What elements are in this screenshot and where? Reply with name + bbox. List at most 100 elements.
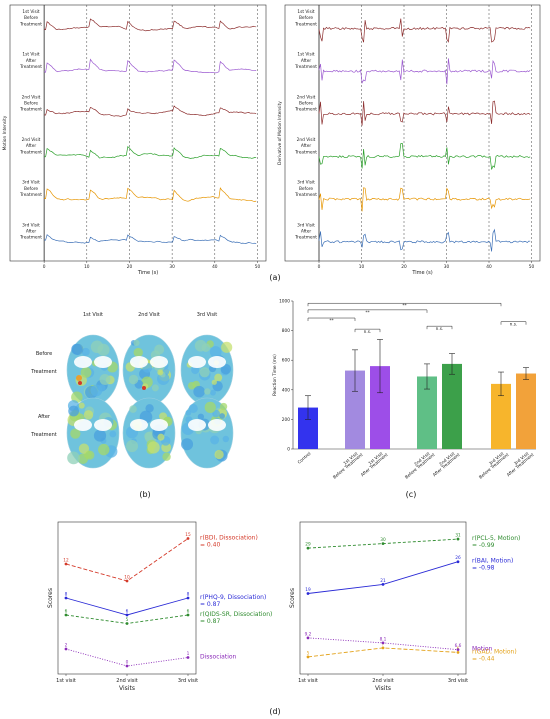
caption-a: (a) [269,273,280,282]
heat-blob [133,347,143,358]
trace-label-5: Before [24,186,38,192]
face-heatmap [66,397,120,469]
heat-blob [157,433,165,441]
panel-b-face-heatmaps: 1st Visit 2nd Visit 3rd Visit Before Treatme… [30,312,234,469]
trace-label-4: Treatment [294,149,317,155]
trace-label-5: Treatment [294,192,317,198]
significance-mark: n.s. [364,330,372,335]
data-label: 26 [455,555,461,561]
data-point [186,537,190,540]
column-header: 2nd Visit [138,312,160,318]
series-legend-3: r(BDI, Dissociation) [200,535,258,542]
heat-blob [210,435,220,445]
trace-label-4: After [26,143,37,149]
heat-blob [133,339,140,347]
x-tick-label: 30 [444,264,450,270]
data-label: 6 [126,609,129,615]
data-label: 10 [124,575,130,581]
heat-blob [70,428,81,439]
significance-bracket [426,325,453,330]
caption-c: (c) [406,490,417,499]
trace-label-1: 1st Visit [297,9,314,15]
heat-blob [162,452,171,461]
heat-hotspot [76,375,82,381]
heat-blob [126,440,139,453]
plot-frame [284,4,541,262]
data-point [125,613,129,617]
face-heatmap [66,334,120,406]
x-tick-label: 3rd visit [448,678,468,684]
eye-mask-left [74,419,92,431]
x-tick-label: 0 [318,264,321,270]
eye-mask-right [150,419,168,431]
x-tick-label: 20 [401,264,407,270]
series-legend-3: = -0.98 [472,565,495,572]
bar-6 [491,383,511,449]
data-point [306,592,310,595]
heat-blob [222,435,230,443]
series-legend-1: = -0.44 [472,655,495,662]
significance-bracket [354,328,381,333]
bar-label: Control [297,451,313,466]
trace-label-5: 3rd Visit [22,180,40,186]
significance-mark: ** [365,310,370,316]
bar-label: After Treatment [360,452,390,478]
panel-a-right-derivative: 0 10 20 30 40 50 Time (s) Derivative of Motion … [277,4,541,276]
x-tick-label: 40 [486,264,492,270]
trace-label-4: After [301,143,312,149]
x-tick-label: 1st visit [298,678,318,684]
trace-label-4: 2nd Visit [297,137,316,143]
data-label: 30 [380,537,386,543]
eye-mask-right [94,419,112,431]
eye-mask-left [130,419,148,431]
trace-label-6: 3rd Visit [297,222,315,228]
x-tick-label: 50 [529,264,535,270]
heat-blob [204,388,211,395]
trace-label-3: Before [24,101,38,107]
bar-label: After Treatment [432,452,462,478]
data-label: 15 [185,532,191,538]
heat-blob [71,343,84,356]
heat-blob [78,402,85,409]
trace-label-6: Treatment [294,235,317,241]
face-heatmap [122,397,176,469]
data-label: 12 [63,558,69,564]
series-legend-1: = 0.87 [200,601,220,608]
data-point [456,651,460,654]
heat-blob [85,450,95,460]
data-label: 29 [305,542,311,548]
data-label: 5 [126,617,129,623]
data-point [186,596,190,600]
eye-mask-left [74,356,92,368]
bar-label: Before Treatment [478,452,511,481]
heat-blob [197,413,205,420]
heat-blob [157,369,164,376]
eye-mask-right [150,356,168,368]
data-point [186,613,190,617]
data-label: 1 [187,651,190,657]
heat-blob [128,374,139,385]
data-point [456,560,460,564]
data-point [456,648,460,652]
heat-blob [214,373,223,382]
y-axis-label: Scores [289,588,296,608]
data-point [456,537,460,541]
trace-label-3: 2nd Visit [22,94,41,100]
heat-blob [151,384,159,392]
data-label: 8 [187,592,190,598]
bar-label: Before Treatment [332,452,365,481]
heat-blob [199,367,210,378]
x-tick-label: 0 [43,264,46,270]
trace-5 [318,187,531,212]
eye-mask-left [130,356,148,368]
trace-label-4: Treatment [19,149,42,155]
heat-blob [209,346,222,358]
trace-label-1: Before [299,15,313,21]
y-tick-label: 600 [282,358,290,364]
trace-label-2: Treatment [19,64,42,70]
x-tick-label: 1st visit [56,678,76,684]
bar-4 [417,376,437,449]
trace-label-2: After [301,58,312,64]
series-legend-4: Dissociation [200,654,237,661]
series-legend-2: = -0.99 [472,542,495,549]
